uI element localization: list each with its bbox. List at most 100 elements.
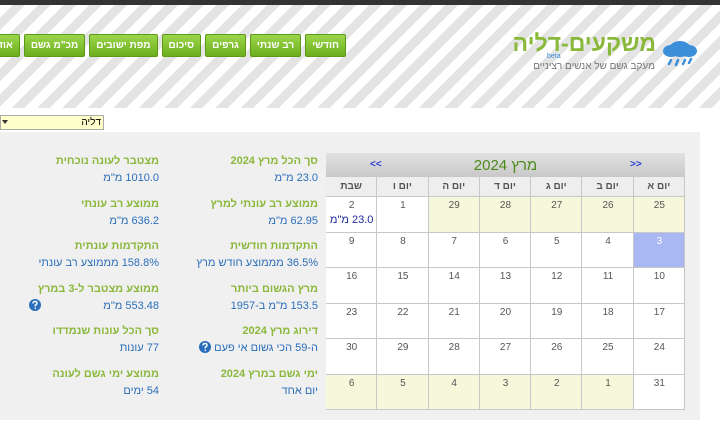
day-cell[interactable] (428, 303, 480, 339)
day-number: 27 (551, 200, 563, 211)
day-cell[interactable] (326, 268, 378, 304)
nav-button[interactable]: מכ"מ גשם (23, 34, 86, 57)
next-arrow[interactable]: >> (630, 159, 642, 170)
weekday: יום ג (531, 177, 583, 197)
day-cell[interactable] (428, 374, 480, 410)
day-cell[interactable] (428, 197, 480, 233)
nav-button[interactable]: סיכום (161, 34, 202, 57)
day-cell[interactable] (479, 268, 532, 304)
day-cell[interactable] (531, 374, 583, 410)
day-cell[interactable] (479, 197, 532, 233)
stat-value: יום אחד (281, 385, 318, 397)
stat-value: 36.5% מממוצע חודש מרץ (196, 257, 319, 270)
day-number: 29 (397, 342, 409, 353)
help-icon[interactable] (199, 341, 211, 354)
day-number: 8 (400, 235, 406, 247)
day-cell[interactable] (531, 197, 583, 233)
stat-label: ממוצע מצטבר ל-3 במרץ (37, 282, 159, 295)
weekday: יום ה (428, 177, 480, 197)
stat-value: 1010.0 מ"מ (103, 172, 159, 184)
day-cell[interactable] (633, 232, 685, 268)
day-cell[interactable] (428, 232, 480, 268)
day-number: 15 (397, 271, 409, 282)
day-cell[interactable] (326, 197, 378, 233)
day-cell[interactable] (479, 303, 532, 339)
day-cell[interactable] (531, 339, 583, 375)
day-cell[interactable] (582, 339, 634, 375)
day-cell[interactable] (531, 232, 583, 268)
day-cell[interactable] (582, 374, 634, 410)
stat-value: 158.8% מממוצע רב עונתי (38, 257, 159, 270)
day-cell[interactable] (377, 339, 429, 375)
nav-button[interactable]: חודשי (305, 34, 346, 57)
day-number: 27 (499, 342, 512, 353)
day-cell[interactable] (479, 232, 532, 268)
weekday: שבת (326, 177, 378, 197)
day-cell[interactable] (633, 374, 685, 410)
day-cell[interactable] (633, 339, 685, 375)
day-number: 30 (346, 342, 358, 353)
nav-button[interactable]: אודות (0, 34, 20, 57)
day-number: 4 (451, 377, 457, 389)
day-number: 5 (554, 235, 560, 247)
day-cell[interactable] (326, 232, 378, 268)
day-cell[interactable] (428, 268, 480, 304)
day-cell[interactable] (377, 268, 429, 304)
day-cell[interactable] (633, 268, 685, 304)
day-cell[interactable] (531, 268, 583, 304)
day-cell[interactable] (582, 232, 634, 268)
stat-value: 77 עונות (119, 342, 159, 355)
stat-value: 54 ימים (123, 385, 159, 397)
day-cell[interactable] (377, 374, 429, 410)
stat-value: ה-59 הכי גשום אי פעם (214, 342, 318, 355)
day-number: 4 (605, 235, 611, 247)
help-icon[interactable] (29, 298, 41, 311)
day-cell[interactable] (582, 303, 634, 339)
day-number: 5 (400, 377, 406, 389)
day-number: 18 (602, 306, 614, 318)
day-cell[interactable] (531, 303, 583, 339)
day-number: 3 (656, 235, 663, 247)
day-number: 13 (499, 271, 512, 282)
day-cell[interactable] (377, 232, 429, 268)
day-cell[interactable] (479, 339, 532, 375)
top-bar (0, 0, 720, 5)
stat-label: ממוצע ימי גשם לעונה (52, 368, 159, 380)
day-cell[interactable] (377, 197, 429, 233)
nav-button[interactable]: רב שנתי (249, 34, 302, 57)
stat-label: ממוצע רב עונתי (80, 197, 159, 210)
prev-arrow[interactable]: << (370, 159, 382, 170)
day-number: 29 (448, 200, 460, 211)
day-cell[interactable] (428, 339, 480, 375)
day-cell[interactable] (633, 197, 685, 233)
day-cell[interactable] (326, 303, 378, 339)
location-select[interactable]: דליה (0, 115, 104, 130)
day-cell[interactable] (582, 268, 634, 304)
day-cell[interactable] (377, 303, 429, 339)
day-number: 12 (551, 271, 563, 282)
day-number: 6 (502, 235, 509, 247)
day-number: 2 (554, 377, 560, 389)
stat-label: התקדמות חודשית (230, 240, 318, 253)
weekday: יום ב (582, 177, 634, 197)
day-number: 16 (346, 271, 358, 282)
day-cell[interactable] (582, 197, 634, 233)
day-cell[interactable] (326, 339, 378, 375)
stat-value: 636.2 מ"מ (109, 214, 159, 227)
stat-label: סך הכל עונות שנמדדו (52, 325, 159, 338)
day-number: 28 (499, 200, 512, 211)
stat-label: ימי גשם במרץ 2024 (220, 368, 318, 380)
stat-value: 153.5 מ"מ ב-1957 (230, 299, 318, 312)
tagline: מעקב גשם של אנשים רציניים (533, 61, 655, 72)
day-number: 28 (448, 342, 460, 353)
day-rain: 23.0 מ"מ (329, 214, 374, 226)
day-number: 9 (348, 235, 355, 247)
day-number: 14 (448, 271, 460, 282)
stat-value: 62.95 מ"מ (268, 214, 318, 227)
day-cell[interactable] (633, 303, 685, 339)
day-cell[interactable] (326, 374, 378, 410)
nav-button[interactable]: מפת ישובים (89, 34, 158, 57)
day-cell[interactable] (479, 374, 532, 410)
nav-button[interactable]: גרפים (205, 34, 246, 57)
